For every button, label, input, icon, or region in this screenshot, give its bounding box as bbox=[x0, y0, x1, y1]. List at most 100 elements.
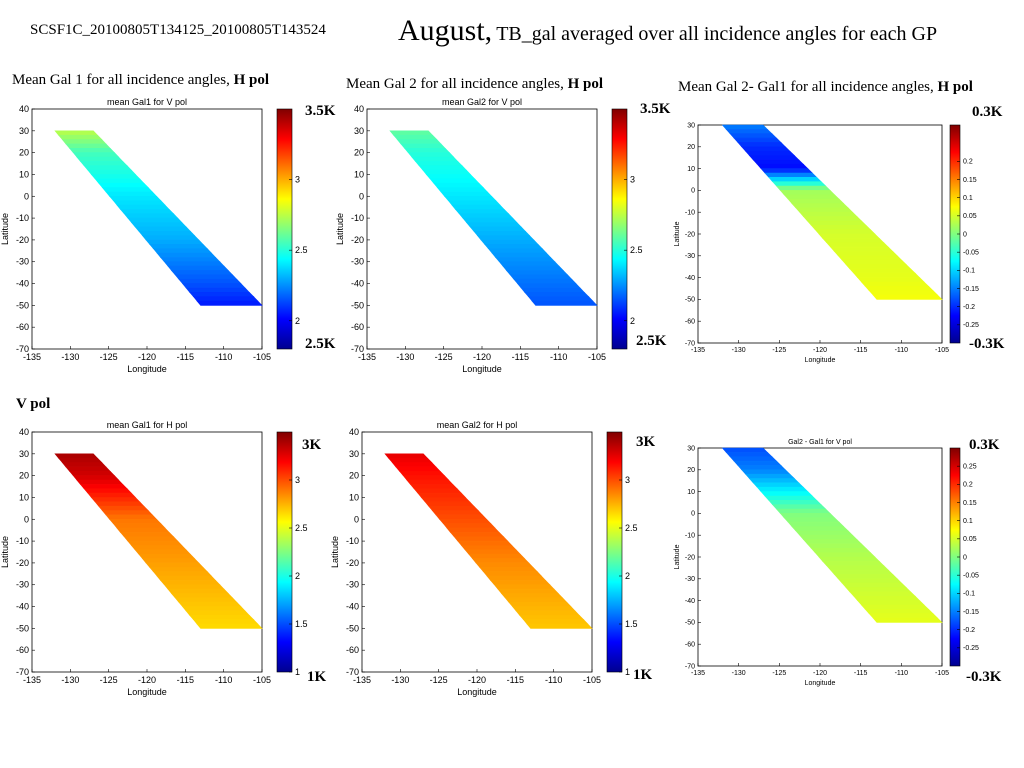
colorbar-tick-label: 2.5 bbox=[630, 245, 643, 255]
y-tick-label: -30 bbox=[346, 580, 359, 590]
swath-cell bbox=[446, 527, 500, 533]
colorbar-tick-label: 2 bbox=[295, 316, 300, 326]
caption-text: Mean Gal 2 for all incidence angles, bbox=[346, 76, 568, 92]
swath-cell bbox=[170, 593, 234, 599]
colorbar-tick-label: 1.5 bbox=[625, 619, 638, 629]
swath-cell bbox=[504, 597, 568, 603]
swath-cell bbox=[864, 609, 934, 614]
y-tick-label: -50 bbox=[16, 623, 29, 633]
colorbar-tick-label: 3 bbox=[625, 475, 630, 485]
swath-cell bbox=[829, 569, 894, 575]
y-tick-label: 40 bbox=[349, 427, 359, 437]
colorbar-tick-label: 0.25 bbox=[963, 464, 977, 471]
y-tick-label: 0 bbox=[354, 514, 359, 524]
swath-cell bbox=[159, 257, 221, 262]
panel-caption-diff-hpol: Mean Gal 2- Gal1 for all incidence angle… bbox=[678, 79, 973, 96]
colorbar-tick-label: 0.1 bbox=[963, 195, 973, 202]
x-tick-label: -115 bbox=[177, 352, 194, 362]
swath-cell bbox=[721, 124, 769, 130]
swath-cell bbox=[90, 497, 141, 503]
swath-cell bbox=[771, 504, 827, 510]
swath-cell bbox=[159, 580, 221, 585]
swath-cell bbox=[498, 261, 560, 267]
swath-cell bbox=[57, 457, 103, 463]
swath-cell bbox=[152, 571, 213, 577]
swath-cell bbox=[163, 584, 225, 590]
swath-cell bbox=[531, 300, 598, 306]
swath-cell bbox=[500, 593, 564, 599]
swath-cell bbox=[435, 514, 488, 520]
x-tick-label: -135 bbox=[23, 675, 41, 685]
swath-cell bbox=[768, 500, 822, 505]
x-tick-label: -115 bbox=[854, 670, 868, 677]
swath-cell bbox=[123, 536, 179, 542]
colorbar-top-label: 3K bbox=[302, 437, 322, 453]
swath-cell bbox=[422, 169, 472, 175]
swath-cell bbox=[515, 610, 581, 616]
colorbar-bottom-label: 2.5K bbox=[636, 333, 667, 349]
swath-cell bbox=[449, 532, 505, 537]
colorbar-tick-label: 2 bbox=[295, 571, 300, 581]
x-tick-label: -130 bbox=[391, 675, 409, 685]
swath-cell bbox=[101, 510, 154, 516]
swath-cell bbox=[61, 462, 107, 468]
y-tick-label: 30 bbox=[687, 445, 695, 452]
swath-cell bbox=[520, 287, 586, 293]
swath-cell bbox=[473, 230, 531, 236]
swath-cell bbox=[729, 456, 778, 462]
swath-cell bbox=[145, 562, 204, 568]
swath-cell bbox=[454, 209, 510, 214]
y-tick-label: -50 bbox=[346, 623, 359, 633]
swath-cell bbox=[849, 591, 916, 597]
swath-cell bbox=[841, 582, 907, 588]
x-tick-label: -120 bbox=[138, 352, 156, 362]
swath-cell bbox=[475, 562, 534, 568]
swath-cell bbox=[141, 235, 200, 241]
y-tick-label: -40 bbox=[346, 602, 359, 612]
swath-cell bbox=[396, 139, 442, 145]
swath-cell bbox=[424, 501, 475, 507]
swath-cell bbox=[98, 505, 149, 511]
swath-heatmap bbox=[54, 453, 263, 629]
title-month: August, bbox=[398, 14, 493, 47]
x-tick-label: -110 bbox=[895, 670, 909, 677]
colorbar-tick-label: 0.15 bbox=[963, 177, 977, 184]
swath-cell bbox=[522, 619, 589, 625]
y-tick-label: -40 bbox=[351, 279, 364, 289]
swath-cell bbox=[737, 465, 787, 471]
y-axis-label: Latitude bbox=[330, 536, 340, 568]
swath-cell bbox=[87, 169, 137, 175]
colorbar-tick-label: -0.15 bbox=[963, 286, 979, 293]
x-tick-label: -110 bbox=[545, 675, 562, 685]
y-tick-label: 0 bbox=[24, 514, 29, 524]
swath-cell bbox=[505, 270, 569, 276]
y-tick-label: -60 bbox=[351, 322, 364, 332]
swath-cell bbox=[403, 147, 451, 153]
swath-cell bbox=[837, 255, 903, 261]
x-tick-label: -110 bbox=[550, 352, 567, 362]
x-tick-label: -135 bbox=[358, 352, 376, 362]
swath-cell bbox=[178, 601, 242, 607]
swath-cell bbox=[737, 142, 787, 148]
swath-cell bbox=[795, 530, 854, 536]
y-axis-label: Latitude bbox=[335, 213, 345, 245]
colorbar-tick-label: 0.05 bbox=[963, 536, 977, 543]
x-tick-label: -125 bbox=[430, 675, 448, 685]
swath-cell bbox=[402, 475, 450, 481]
chart-gal1-hpol: mean Gal1 for H pol -135 -130 -125 -120 -115 -… bbox=[0, 420, 308, 697]
swath-cell bbox=[72, 475, 120, 481]
swath-cell bbox=[174, 597, 238, 603]
y-tick-label: -30 bbox=[685, 253, 695, 260]
colorbar-bottom-label: 1K bbox=[307, 669, 327, 685]
swath-cell bbox=[414, 161, 463, 166]
swath-cell bbox=[462, 217, 518, 223]
y-tick-label: -20 bbox=[685, 231, 695, 238]
y-tick-label: -70 bbox=[16, 667, 29, 677]
swath-cell bbox=[493, 584, 555, 590]
swath-cell bbox=[468, 553, 526, 559]
colorbar-tick-label: -0.15 bbox=[963, 609, 979, 616]
swath-cell bbox=[527, 296, 594, 302]
y-axis-label: Latitude bbox=[674, 544, 681, 569]
swath-cell bbox=[806, 543, 867, 549]
swath-cell bbox=[98, 182, 149, 188]
